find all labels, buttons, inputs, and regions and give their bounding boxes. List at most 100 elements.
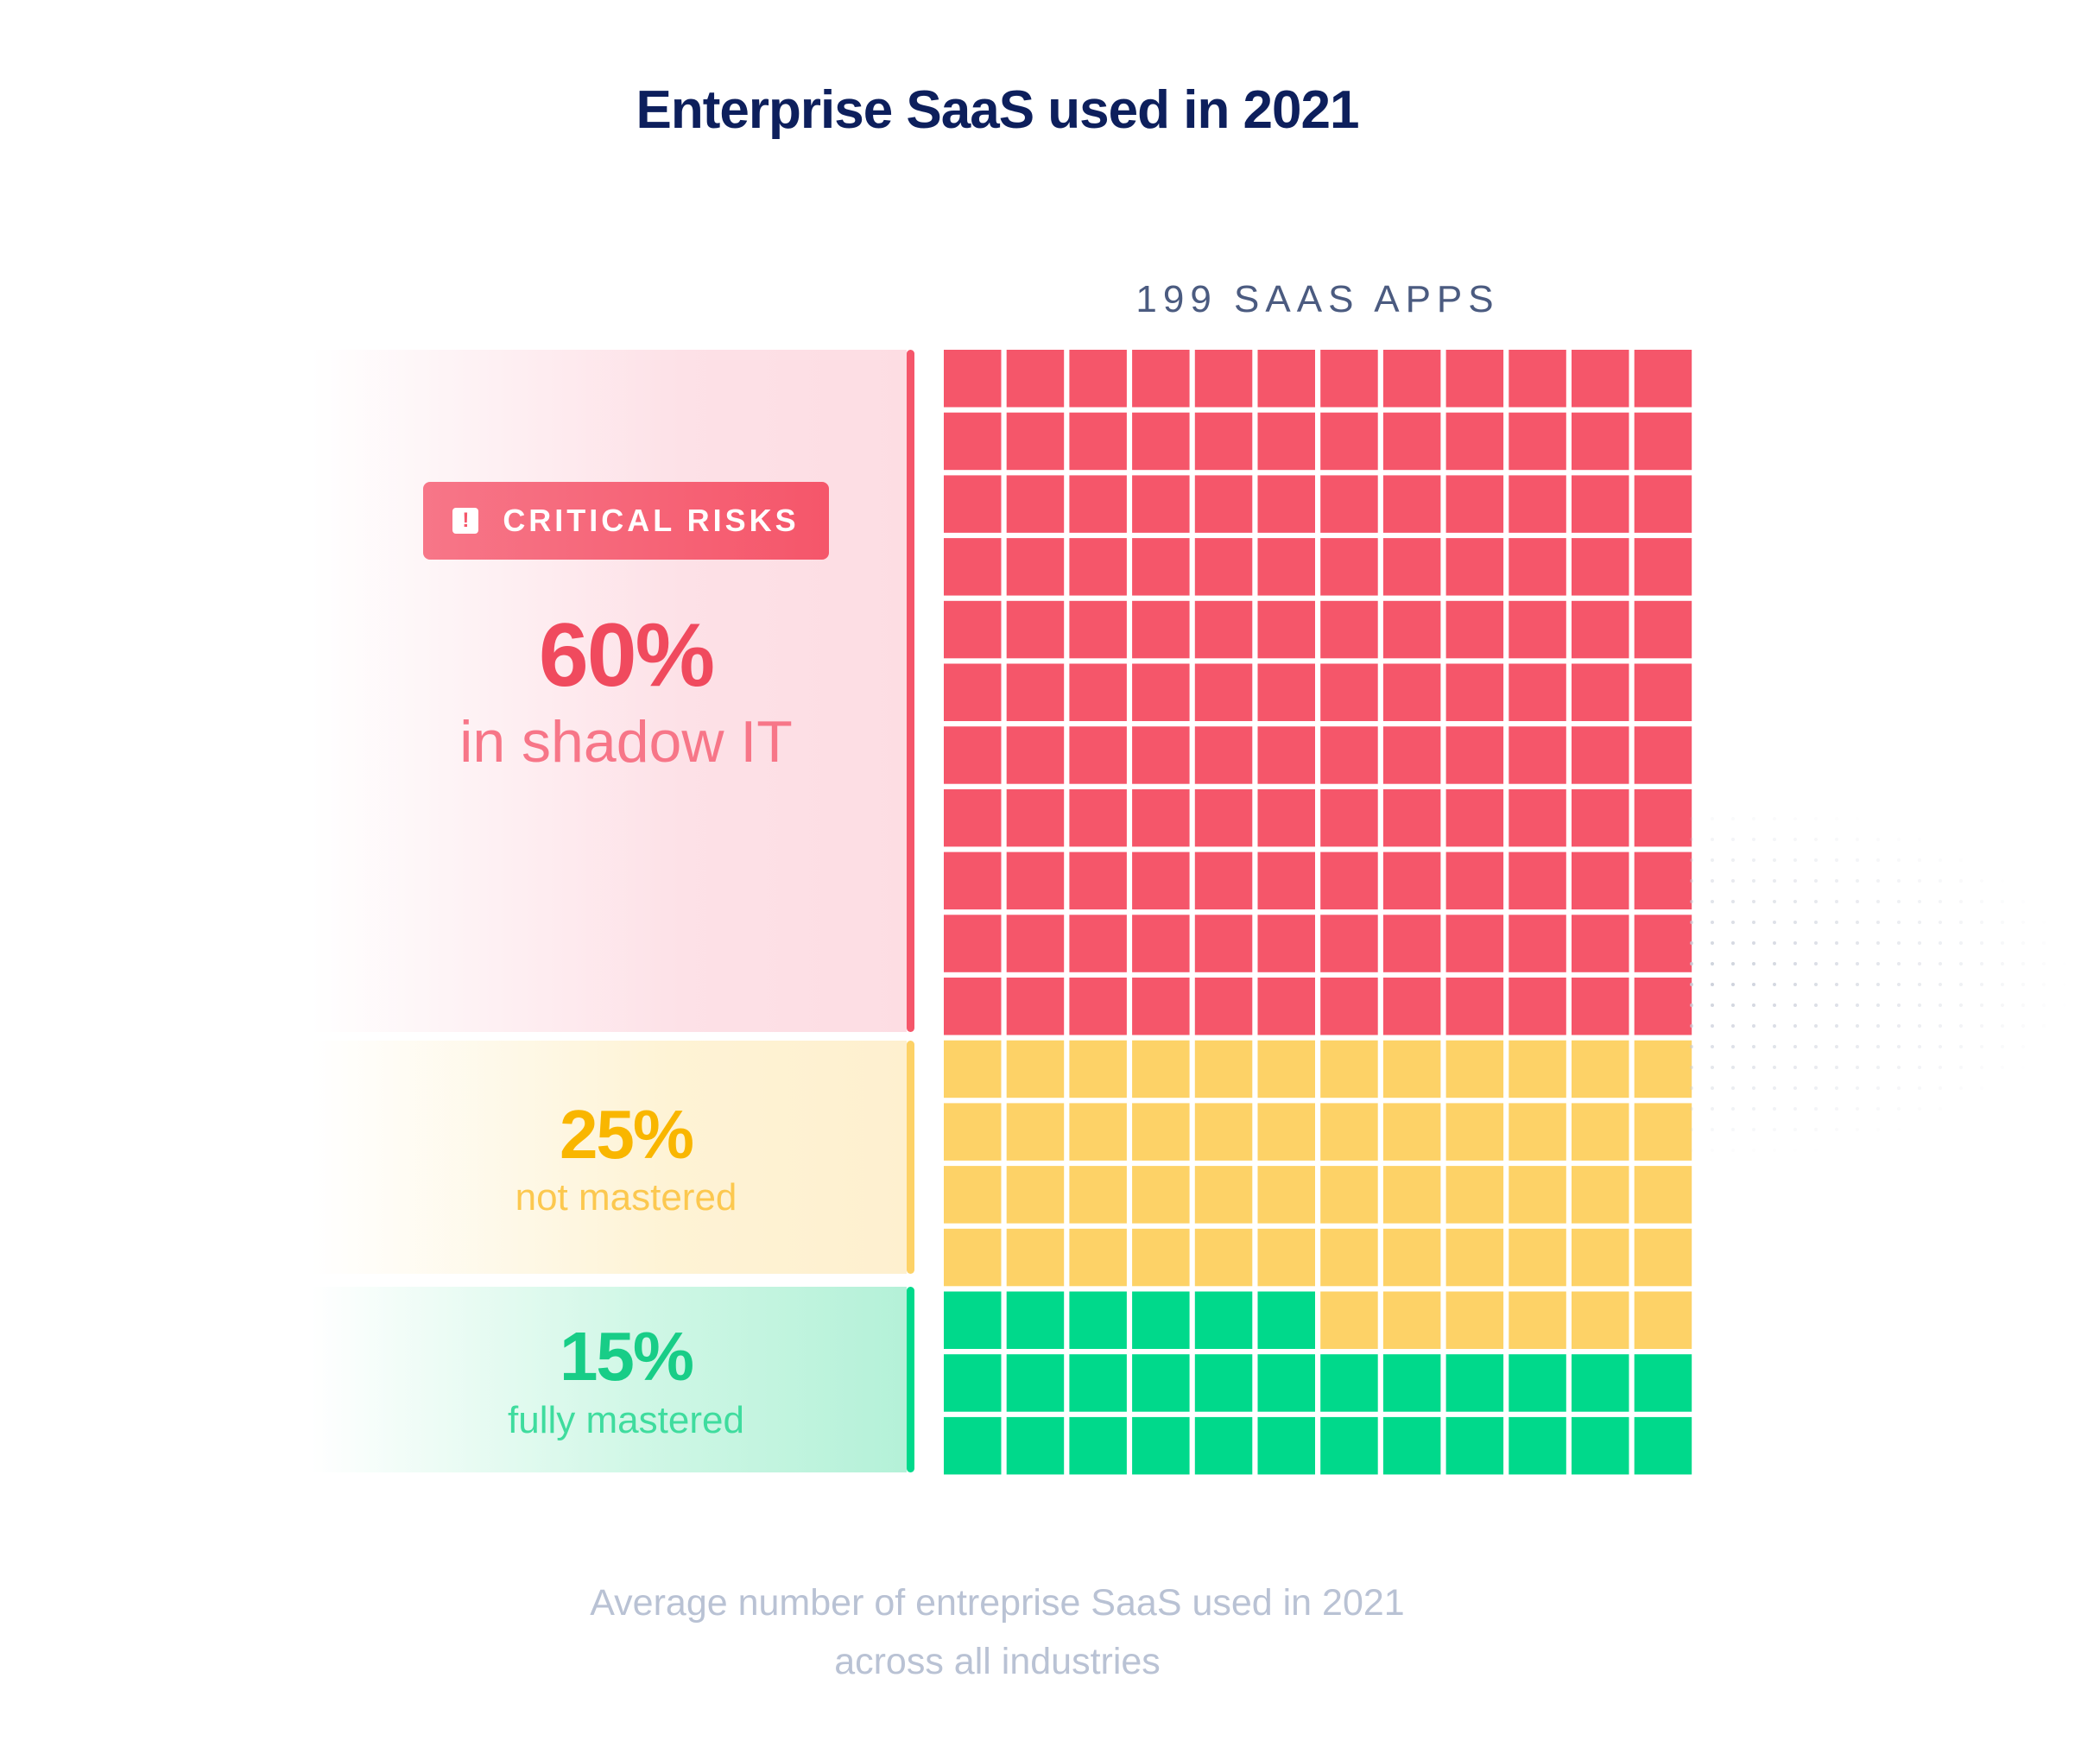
decorative-dot	[1690, 858, 1693, 862]
decorative-dot	[1835, 817, 1838, 820]
decorative-dot	[1939, 879, 1942, 883]
decorative-dot	[2021, 1024, 2025, 1028]
waffle-cell	[1194, 1291, 1253, 1349]
waffle-cell	[1320, 978, 1378, 1035]
waffle-cell	[1445, 1103, 1504, 1161]
waffle-cell	[1509, 538, 1566, 596]
decorative-dot	[1690, 941, 1693, 945]
waffle-cell	[1132, 915, 1190, 972]
waffle-cell	[1634, 1040, 1692, 1098]
chart-title: Enterprise SaaS used in 2021	[636, 80, 1360, 140]
waffle-cell	[1257, 852, 1315, 910]
waffle-cell	[1320, 1228, 1378, 1287]
decorative-dot	[2042, 1003, 2046, 1007]
waffle-cell	[1382, 538, 1441, 596]
exclamation-icon: !	[452, 508, 479, 534]
decorative-dot	[1793, 879, 1797, 883]
decorative-dot	[1959, 962, 1963, 965]
waffle-cell	[1382, 915, 1441, 972]
decorative-dot	[1959, 1045, 1963, 1048]
waffle-cell	[1634, 412, 1692, 471]
waffle-cell	[944, 475, 1002, 533]
decorative-dot	[1918, 1024, 1921, 1028]
decorative-dot	[1793, 1086, 1797, 1090]
decorative-dot	[1897, 983, 1901, 986]
waffle-cell	[1006, 852, 1065, 910]
waffle-cell	[1006, 475, 1065, 533]
waffle-cell	[1382, 726, 1441, 784]
decorative-dot	[1814, 962, 1818, 965]
waffle-cell	[944, 915, 1002, 972]
decorative-dot	[1835, 962, 1838, 965]
waffle-cell	[1572, 852, 1629, 910]
decorative-dot	[1959, 1066, 1963, 1069]
decorative-dot	[1793, 838, 1797, 841]
not-mastered-bracket	[907, 1041, 914, 1274]
decorative-dot	[2042, 941, 2046, 945]
decorative-dot	[1897, 879, 1901, 883]
decorative-dot	[2042, 921, 2046, 924]
waffle-cell	[944, 978, 1002, 1035]
decorative-dot	[1773, 838, 1776, 841]
waffle-cell	[1069, 978, 1127, 1035]
decorative-dot	[1876, 941, 1880, 945]
decorative-dot	[1856, 1003, 1859, 1007]
critical-risks-badge: ! CRITICAL RISKS	[423, 482, 829, 560]
waffle-cell	[1194, 538, 1253, 596]
decorative-dot	[1731, 1128, 1735, 1131]
decorative-dot	[1773, 817, 1776, 820]
decorative-dot	[2021, 1003, 2025, 1007]
waffle-cell	[1382, 1416, 1441, 1475]
decorative-dot	[1918, 1086, 1921, 1090]
decorative-dot	[1980, 879, 1983, 883]
waffle-cell	[1634, 538, 1692, 596]
decorative-dot	[1980, 1003, 1983, 1007]
decorative-dot	[1876, 879, 1880, 883]
not-mastered-percent: 25%	[559, 1096, 694, 1173]
waffle-cell	[1445, 538, 1504, 596]
decorative-dot	[1959, 983, 1963, 986]
waffle-cell	[1257, 1291, 1315, 1349]
decorative-dot	[1814, 1066, 1818, 1069]
waffle-cell	[1194, 1228, 1253, 1287]
decorative-dot	[2021, 983, 2025, 986]
decorative-dot	[1959, 879, 1963, 883]
decorative-dot	[1731, 879, 1735, 883]
decorative-dot	[1918, 858, 1921, 862]
decorative-dot	[1752, 1066, 1755, 1069]
decorative-dot	[1959, 1024, 1963, 1028]
waffle-cell	[1572, 1103, 1629, 1161]
waffle-cell	[1069, 350, 1127, 408]
decorative-dot	[1773, 858, 1776, 862]
decorative-dot	[1939, 983, 1942, 986]
decorative-dot	[1959, 858, 1963, 862]
waffle-cell	[1257, 788, 1315, 847]
decorative-dot	[1711, 983, 1714, 986]
waffle-cell	[1006, 663, 1065, 721]
decorative-dot	[1980, 1024, 1983, 1028]
waffle-cell	[1320, 1354, 1378, 1412]
waffle-cell	[1006, 726, 1065, 784]
waffle-cell	[1132, 1291, 1190, 1349]
decorative-dot	[1897, 1003, 1901, 1007]
decorative-dot	[1835, 1086, 1838, 1090]
decorative-dot	[1918, 941, 1921, 945]
decorative-dot	[1793, 983, 1797, 986]
waffle-cell	[1320, 1416, 1378, 1475]
waffle-cell	[1257, 1416, 1315, 1475]
waffle-cell	[1132, 412, 1190, 471]
decorative-dot	[1711, 941, 1714, 945]
decorative-dot	[1980, 941, 1983, 945]
waffle-cell	[1634, 1166, 1692, 1224]
waffle-cell	[1634, 978, 1692, 1035]
decorative-dot	[1711, 962, 1714, 965]
decorative-dot	[1731, 1003, 1735, 1007]
decorative-dot	[1876, 1107, 1880, 1111]
decorative-dot	[1918, 1066, 1921, 1069]
decorative-dot	[1711, 817, 1714, 820]
decorative-dot	[1773, 900, 1776, 903]
decorative-dot	[1814, 1086, 1818, 1090]
decorative-dot	[1690, 1066, 1693, 1069]
decorative-dot-pattern	[1690, 817, 2046, 1152]
decorative-dot	[1856, 1128, 1859, 1131]
